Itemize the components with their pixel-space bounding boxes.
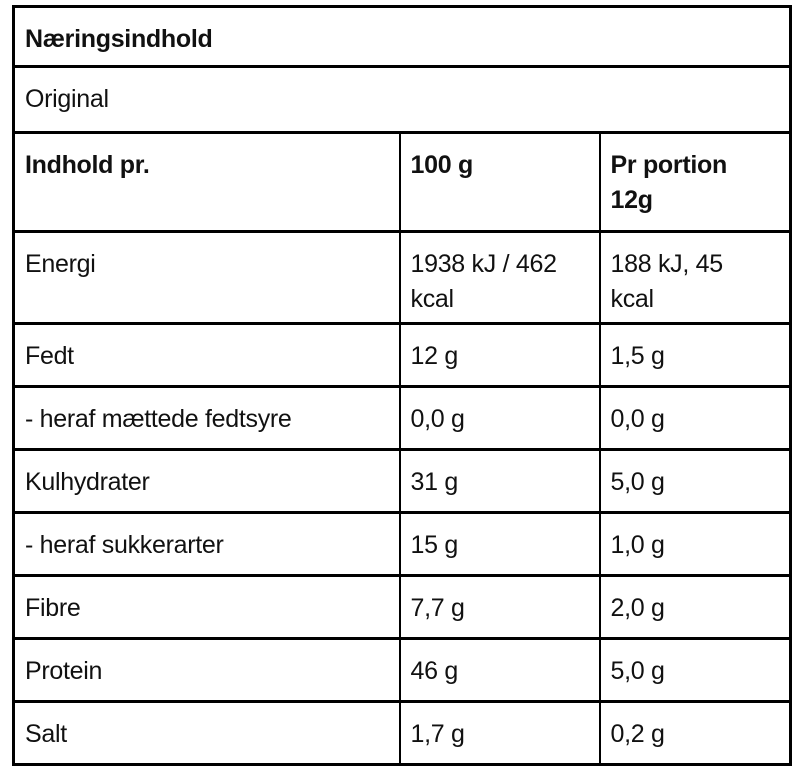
value-per-100g: 15 g	[398, 511, 601, 577]
nutrient-label: Salt	[12, 700, 401, 766]
nutrient-label: Energi	[12, 230, 401, 325]
column-header-per-portion: Pr portion 12g	[598, 131, 792, 233]
table-row-energi: Energi 1938 kJ / 462 kcal 188 kJ, 45 kca…	[12, 230, 792, 325]
nutrient-label: Fedt	[12, 322, 401, 388]
table-row-salt: Salt 1,7 g 0,2 g	[12, 700, 792, 766]
table-row-fedt: Fedt 12 g 1,5 g	[12, 322, 792, 388]
value-per-portion: 5,0 g	[598, 448, 792, 514]
value-per-portion: 2,0 g	[598, 574, 792, 640]
value-per-portion: 1,5 g	[598, 322, 792, 388]
value-per-portion: 0,0 g	[598, 385, 792, 451]
nutrient-label: - heraf mættede fedtsyre	[12, 385, 401, 451]
value-per-portion: 5,0 g	[598, 637, 792, 703]
nutrient-label: Kulhydrater	[12, 448, 401, 514]
column-header-100g: 100 g	[398, 131, 601, 233]
variant-row: Original	[12, 65, 792, 134]
value-per-100g: 12 g	[398, 322, 601, 388]
table-title: Næringsindhold	[12, 5, 792, 68]
variant-label: Original	[12, 65, 792, 134]
value-per-100g: 46 g	[398, 637, 601, 703]
table-row-protein: Protein 46 g 5,0 g	[12, 637, 792, 703]
value-per-100g: 7,7 g	[398, 574, 601, 640]
nutrient-label: - heraf sukkerarter	[12, 511, 401, 577]
value-per-portion: 1,0 g	[598, 511, 792, 577]
nutrient-label: Fibre	[12, 574, 401, 640]
table-title-row: Næringsindhold	[12, 5, 792, 68]
column-header-content-per: Indhold pr.	[12, 131, 401, 233]
table-row-maettede-fedtsyre: - heraf mættede fedtsyre 0,0 g 0,0 g	[12, 385, 792, 451]
table-header-row: Indhold pr. 100 g Pr portion 12g	[12, 131, 792, 233]
table-row-sukkerarter: - heraf sukkerarter 15 g 1,0 g	[12, 511, 792, 577]
nutrient-label: Protein	[12, 637, 401, 703]
value-per-portion: 188 kJ, 45 kcal	[598, 230, 792, 325]
value-per-100g: 31 g	[398, 448, 601, 514]
table-row-fibre: Fibre 7,7 g 2,0 g	[12, 574, 792, 640]
nutrition-table: Næringsindhold Original Indhold pr. 100 …	[12, 5, 792, 766]
value-per-portion: 0,2 g	[598, 700, 792, 766]
value-per-100g: 1938 kJ / 462 kcal	[398, 230, 601, 325]
value-per-100g: 0,0 g	[398, 385, 601, 451]
table-row-kulhydrater: Kulhydrater 31 g 5,0 g	[12, 448, 792, 514]
value-per-100g: 1,7 g	[398, 700, 601, 766]
